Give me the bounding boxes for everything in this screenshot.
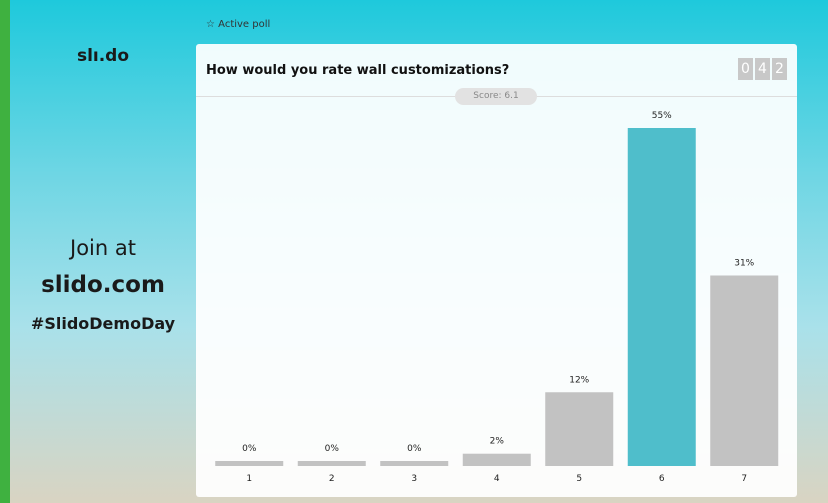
x-tick-label: 6 [659, 474, 665, 484]
side-strip [0, 0, 10, 503]
join-url: slido.com [41, 272, 165, 298]
counter-digit: 2 [772, 58, 787, 80]
bar [545, 392, 614, 466]
score: Score: 6.1 [455, 88, 537, 105]
join-text: Join at [70, 236, 136, 260]
value-label: 31% [734, 258, 754, 268]
bar [462, 453, 531, 466]
value-label: 0% [242, 444, 257, 454]
status-text: Active poll [218, 19, 271, 30]
bar [627, 128, 696, 466]
value-label: 55% [652, 111, 672, 121]
bar [380, 461, 449, 466]
poll-status: ☆ Active poll [206, 19, 271, 30]
value-label: 2% [490, 437, 505, 447]
question: How would you rate wall customizations? [206, 63, 510, 78]
counter-digit: 4 [755, 58, 770, 80]
hashtag: #SlidoDemoDay [30, 314, 176, 333]
logo: slı.do [76, 46, 130, 66]
bar [710, 275, 779, 466]
x-tick-label: 2 [329, 474, 335, 484]
x-tick-label: 1 [246, 474, 252, 484]
x-tick-label: 4 [494, 474, 500, 484]
chart: 0% 1 0% 2 0% 3 2% 4 12% 5 55% 6 31% 7 [215, 111, 779, 484]
value-label: 0% [407, 444, 422, 454]
value-label: 0% [325, 444, 340, 454]
value-label: 12% [569, 375, 589, 385]
counter-digit: 0 [738, 58, 753, 80]
x-tick-label: 3 [411, 474, 417, 484]
bar [297, 461, 366, 466]
poll-card: How would you rate wall customizations? … [196, 44, 797, 497]
x-tick-label: 5 [576, 474, 582, 484]
bar [215, 461, 284, 466]
x-tick-label: 7 [741, 474, 747, 484]
